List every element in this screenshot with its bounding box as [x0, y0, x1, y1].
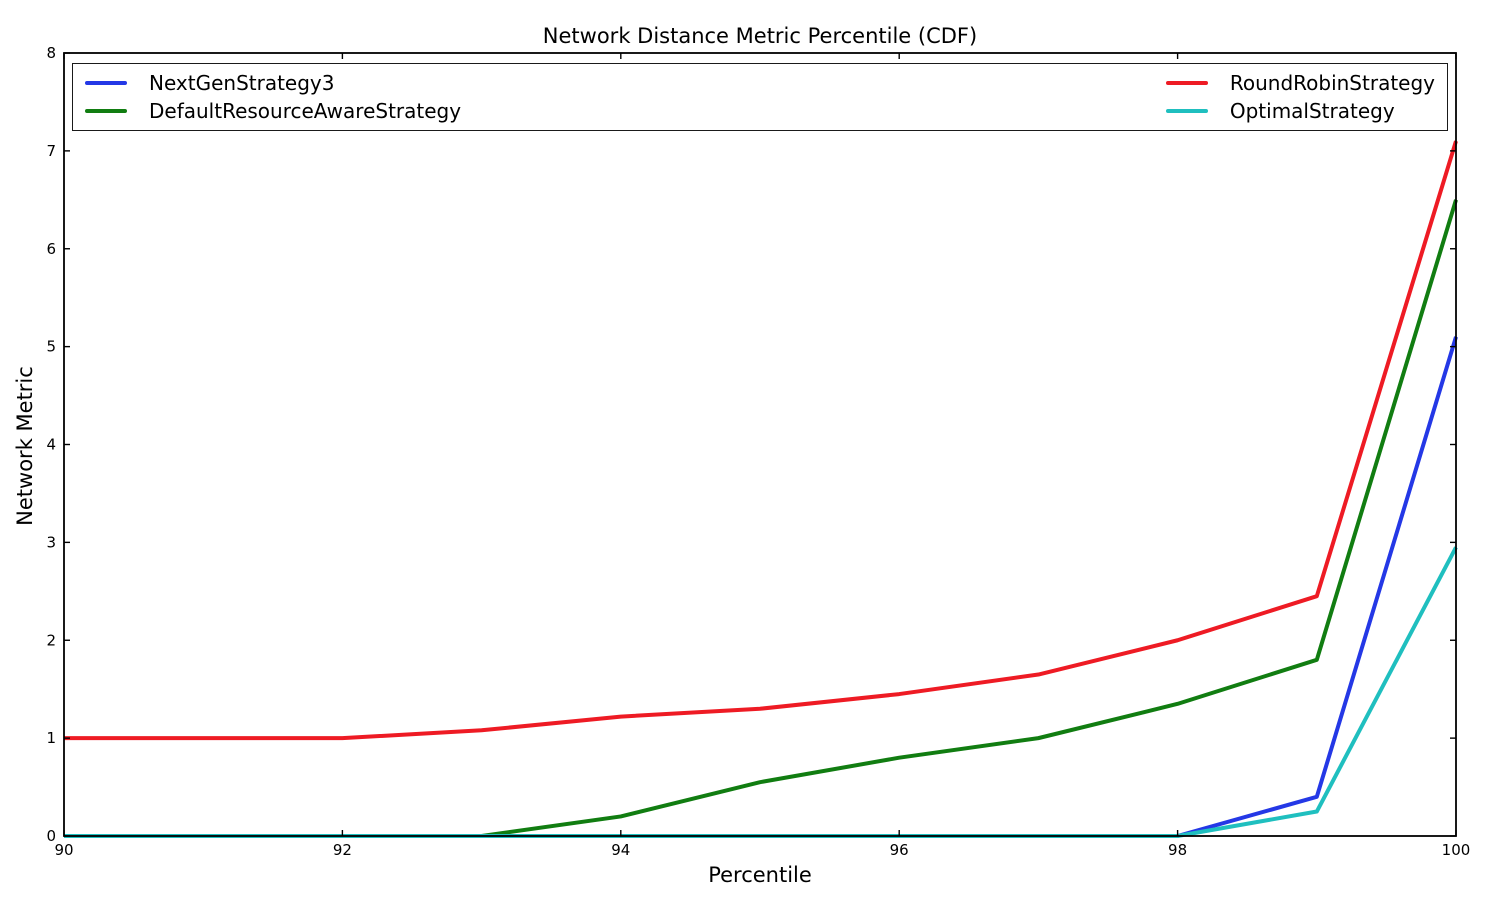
y-tick-label: 2: [46, 631, 56, 649]
series-line-roundrobinstrategy: [64, 140, 1458, 741]
legend-column-right: RoundRobinStrategy OptimalStrategy: [1165, 69, 1435, 125]
legend-line-swatch-green-icon: [85, 109, 127, 113]
y-tick-label: 3: [46, 533, 56, 551]
legend-line-swatch-red-icon: [1165, 81, 1208, 85]
legend-item: RoundRobinStrategy: [1165, 69, 1435, 97]
y-tick-label: 1: [46, 729, 56, 747]
legend-column-left: NextGenStrategy3 DefaultResourceAwareStr…: [85, 69, 461, 125]
series-line-optimalstrategy: [64, 546, 1458, 838]
series-line-nextgenstrategy3: [64, 336, 1458, 838]
legend-item: NextGenStrategy3: [85, 69, 461, 97]
x-tick-label: 96: [890, 841, 909, 859]
chart-title: Network Distance Metric Percentile (CDF): [542, 24, 978, 48]
legend-label: NextGenStrategy3: [149, 71, 335, 95]
legend-item: OptimalStrategy: [1165, 97, 1435, 125]
legend-label: RoundRobinStrategy: [1229, 71, 1435, 95]
legend: NextGenStrategy3 DefaultResourceAwareStr…: [72, 63, 1448, 131]
y-tick-label: 6: [46, 240, 56, 258]
y-tick-label: 8: [46, 44, 56, 62]
legend-item: DefaultResourceAwareStrategy: [85, 97, 461, 125]
x-tick-label: 94: [611, 841, 630, 859]
x-tick-label: 98: [1168, 841, 1187, 859]
y-tick-label: 4: [46, 436, 56, 454]
y-tick-label: 0: [46, 827, 56, 845]
y-axis-label: Network Metric: [13, 366, 37, 526]
x-axis-label: Percentile: [708, 863, 812, 887]
x-tick-label: 92: [333, 841, 352, 859]
y-tick-label: 5: [46, 338, 56, 356]
plot-border: [63, 52, 1457, 837]
legend-label: OptimalStrategy: [1229, 99, 1395, 123]
legend-line-swatch-blue-icon: [85, 81, 127, 85]
series-line-defaultresourceawarestrategy: [64, 199, 1458, 838]
x-tick-label: 90: [54, 841, 73, 859]
x-tick-label: 100: [1442, 841, 1471, 859]
y-tick-label: 7: [46, 142, 56, 160]
legend-label: DefaultResourceAwareStrategy: [149, 99, 462, 123]
legend-line-swatch-cyan-icon: [1165, 109, 1208, 113]
